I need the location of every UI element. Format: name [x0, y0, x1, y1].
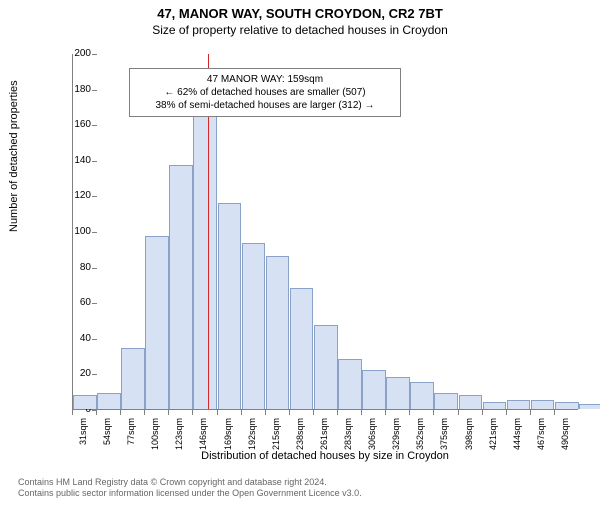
x-tick-label: 352sqm: [415, 418, 425, 466]
y-tick-label: 60: [67, 297, 91, 308]
footer-attribution: Contains HM Land Registry data © Crown c…: [18, 477, 362, 500]
y-tick-label: 200: [67, 48, 91, 59]
histogram-bar: [314, 325, 338, 409]
x-tick-mark: [458, 410, 459, 415]
x-tick-label: 283sqm: [343, 418, 353, 466]
y-tick-mark: [92, 196, 97, 197]
x-tick-label: 421sqm: [488, 418, 498, 466]
x-tick-mark: [241, 410, 242, 415]
x-tick-label: 146sqm: [198, 418, 208, 466]
x-tick-label: 192sqm: [247, 418, 257, 466]
x-tick-mark: [482, 410, 483, 415]
histogram-bar: [242, 243, 266, 409]
y-tick-mark: [92, 161, 97, 162]
x-tick-mark: [168, 410, 169, 415]
x-tick-mark: [265, 410, 266, 415]
x-tick-mark: [530, 410, 531, 415]
y-tick-mark: [92, 268, 97, 269]
x-tick-mark: [120, 410, 121, 415]
x-tick-mark: [554, 410, 555, 415]
annotation-line-1: 47 MANOR WAY: 159sqm: [136, 73, 394, 86]
annotation-line-2: ← 62% of detached houses are smaller (50…: [136, 86, 394, 99]
histogram-bar: [290, 288, 314, 409]
y-tick-mark: [92, 90, 97, 91]
histogram-bar: [531, 400, 555, 409]
x-tick-mark: [433, 410, 434, 415]
x-tick-label: 467sqm: [536, 418, 546, 466]
histogram-bar: [169, 165, 193, 409]
x-tick-mark: [385, 410, 386, 415]
chart-title-desc: Size of property relative to detached ho…: [0, 23, 600, 37]
x-tick-label: 54sqm: [102, 418, 112, 466]
histogram-bar: [338, 359, 362, 409]
plot-area: 02040608010012014016018020047 MANOR WAY:…: [72, 54, 578, 410]
x-tick-mark: [313, 410, 314, 415]
x-tick-mark: [506, 410, 507, 415]
y-tick-mark: [92, 54, 97, 55]
x-tick-label: 398sqm: [464, 418, 474, 466]
x-tick-label: 31sqm: [78, 418, 88, 466]
y-tick-label: 100: [67, 226, 91, 237]
x-tick-label: 215sqm: [271, 418, 281, 466]
y-tick-label: 140: [67, 155, 91, 166]
histogram-bar: [410, 382, 434, 409]
annotation-box: 47 MANOR WAY: 159sqm← 62% of detached ho…: [129, 68, 401, 117]
y-tick-mark: [92, 125, 97, 126]
x-tick-mark: [217, 410, 218, 415]
histogram-bar: [193, 115, 217, 409]
histogram-bar: [218, 203, 242, 409]
histogram-bar: [579, 404, 600, 409]
histogram-bar: [121, 348, 145, 409]
histogram-bar: [97, 393, 121, 409]
histogram-bar: [145, 236, 169, 409]
x-tick-label: 375sqm: [439, 418, 449, 466]
footer-line-2: Contains public sector information licen…: [18, 488, 362, 500]
x-tick-mark: [72, 410, 73, 415]
chart-title-address: 47, MANOR WAY, SOUTH CROYDON, CR2 7BT: [0, 6, 600, 21]
x-tick-label: 100sqm: [150, 418, 160, 466]
y-tick-label: 20: [67, 368, 91, 379]
y-tick-label: 180: [67, 84, 91, 95]
x-tick-label: 123sqm: [174, 418, 184, 466]
x-tick-mark: [96, 410, 97, 415]
x-tick-mark: [409, 410, 410, 415]
y-tick-mark: [92, 374, 97, 375]
x-tick-mark: [337, 410, 338, 415]
footer-line-1: Contains HM Land Registry data © Crown c…: [18, 477, 362, 489]
histogram-bar: [386, 377, 410, 409]
y-tick-label: 40: [67, 333, 91, 344]
x-tick-mark: [144, 410, 145, 415]
x-tick-label: 77sqm: [126, 418, 136, 466]
histogram-bar: [266, 256, 290, 409]
x-tick-mark: [361, 410, 362, 415]
y-tick-mark: [92, 339, 97, 340]
annotation-line-3: 38% of semi-detached houses are larger (…: [136, 99, 394, 112]
x-tick-label: 238sqm: [295, 418, 305, 466]
y-axis-label: Number of detached properties: [8, 80, 20, 232]
x-tick-label: 444sqm: [512, 418, 522, 466]
histogram-bar: [73, 395, 97, 409]
y-tick-label: 120: [67, 190, 91, 201]
x-tick-label: 306sqm: [367, 418, 377, 466]
histogram-bar: [434, 393, 458, 409]
y-tick-label: 160: [67, 119, 91, 130]
histogram-bar: [507, 400, 531, 409]
y-tick-mark: [92, 232, 97, 233]
x-tick-mark: [289, 410, 290, 415]
chart-container: Number of detached properties 0204060801…: [48, 54, 578, 434]
x-tick-mark: [192, 410, 193, 415]
y-tick-label: 80: [67, 262, 91, 273]
x-tick-label: 261sqm: [319, 418, 329, 466]
histogram-bar: [555, 402, 579, 409]
histogram-bar: [362, 370, 386, 409]
x-tick-label: 490sqm: [560, 418, 570, 466]
x-tick-label: 169sqm: [223, 418, 233, 466]
x-tick-label: 329sqm: [391, 418, 401, 466]
y-tick-mark: [92, 303, 97, 304]
histogram-bar: [483, 402, 507, 409]
histogram-bar: [459, 395, 483, 409]
